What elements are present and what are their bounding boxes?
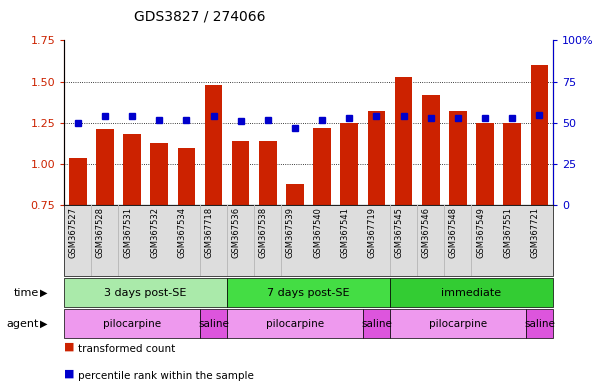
Text: saline: saline	[361, 318, 392, 329]
Text: 3 days post-SE: 3 days post-SE	[104, 288, 187, 298]
Text: immediate: immediate	[441, 288, 502, 298]
Bar	[449, 111, 467, 205]
Text: ■: ■	[64, 342, 75, 352]
Text: GSM367540: GSM367540	[313, 207, 322, 258]
Bar	[178, 147, 195, 205]
Text: GSM367549: GSM367549	[476, 207, 485, 258]
Text: GSM367528: GSM367528	[96, 207, 105, 258]
Text: ■: ■	[64, 369, 75, 379]
Text: GSM367536: GSM367536	[232, 207, 241, 258]
Text: pilocarpine: pilocarpine	[266, 318, 324, 329]
Bar	[286, 184, 304, 205]
Bar	[503, 123, 521, 205]
Text: GSM367719: GSM367719	[367, 207, 376, 258]
Text: GSM367531: GSM367531	[123, 207, 132, 258]
Bar	[313, 128, 331, 205]
Text: GSM367541: GSM367541	[340, 207, 349, 258]
Bar	[395, 77, 412, 205]
Bar	[422, 95, 439, 205]
Text: saline: saline	[524, 318, 555, 329]
Text: GSM367539: GSM367539	[286, 207, 295, 258]
Bar	[530, 65, 548, 205]
Text: GSM367545: GSM367545	[395, 207, 404, 258]
Bar	[69, 157, 87, 205]
Text: GSM367551: GSM367551	[503, 207, 512, 258]
Text: GDS3827 / 274066: GDS3827 / 274066	[134, 10, 266, 23]
Text: percentile rank within the sample: percentile rank within the sample	[78, 371, 254, 381]
Bar	[340, 123, 358, 205]
Text: agent: agent	[6, 318, 38, 329]
Bar	[123, 134, 141, 205]
Text: GSM367538: GSM367538	[259, 207, 268, 258]
Text: ▶: ▶	[40, 318, 48, 329]
Bar	[205, 85, 222, 205]
Bar	[150, 143, 168, 205]
Text: pilocarpine: pilocarpine	[429, 318, 487, 329]
Text: GSM367546: GSM367546	[422, 207, 431, 258]
Text: transformed count: transformed count	[78, 344, 175, 354]
Text: GSM367527: GSM367527	[68, 207, 78, 258]
Text: ▶: ▶	[40, 288, 48, 298]
Text: time: time	[13, 288, 38, 298]
Bar	[259, 141, 277, 205]
Bar	[232, 141, 249, 205]
Text: pilocarpine: pilocarpine	[103, 318, 161, 329]
Bar	[476, 123, 494, 205]
Text: GSM367532: GSM367532	[150, 207, 159, 258]
Text: GSM367534: GSM367534	[177, 207, 186, 258]
Text: GSM367721: GSM367721	[530, 207, 540, 258]
Text: saline: saline	[198, 318, 229, 329]
Text: 7 days post-SE: 7 days post-SE	[267, 288, 350, 298]
Text: GSM367718: GSM367718	[205, 207, 213, 258]
Bar	[96, 129, 114, 205]
Text: GSM367548: GSM367548	[449, 207, 458, 258]
Bar	[368, 111, 386, 205]
